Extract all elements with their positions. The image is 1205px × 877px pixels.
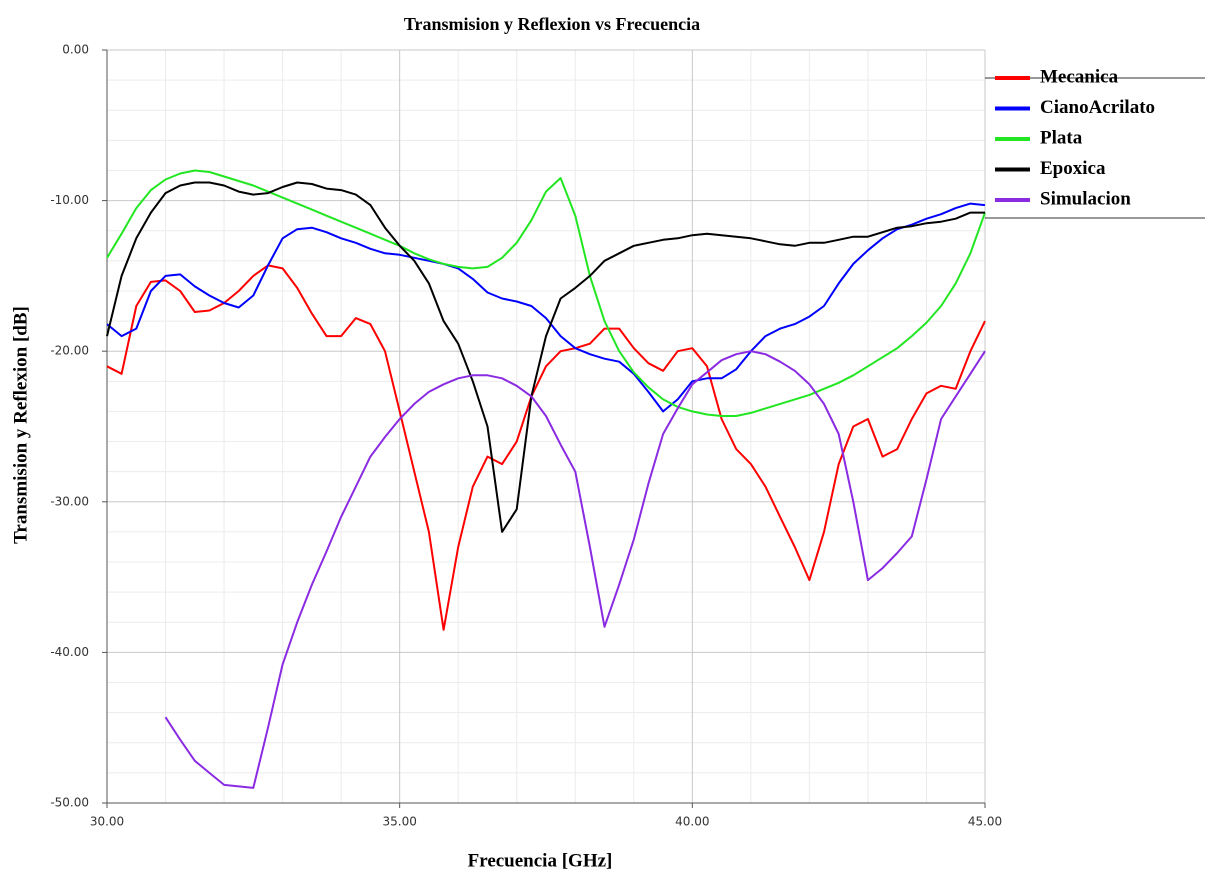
y-tick-label: 0.00 xyxy=(62,43,89,57)
x-axis-label: Frecuencia [GHz] xyxy=(468,850,613,871)
series-line xyxy=(106,169,986,417)
legend-label: Plata xyxy=(1040,127,1083,148)
y-tick-label: -50.00 xyxy=(50,796,89,810)
series-line xyxy=(106,181,985,533)
y-tick-label: -30.00 xyxy=(50,494,89,508)
series-line xyxy=(106,264,986,631)
x-tick-label: 35.00 xyxy=(382,815,416,829)
y-axis-label: Transmision y Reflexion [dB] xyxy=(10,306,31,544)
x-tick-label: 30.00 xyxy=(90,815,124,829)
x-tick-label: 45.00 xyxy=(968,815,1002,829)
series-line xyxy=(106,202,986,413)
series-line xyxy=(164,350,986,789)
legend-label: Simulacion xyxy=(1040,188,1131,209)
legend-label: Mecanica xyxy=(1040,66,1119,87)
y-tick-label: -10.00 xyxy=(50,193,89,207)
y-tick-label: -20.00 xyxy=(50,344,89,358)
legend-label: CianoAcrilato xyxy=(1040,97,1155,118)
legend-label: Epoxica xyxy=(1040,158,1106,179)
y-tick-label: -40.00 xyxy=(50,645,89,659)
x-tick-label: 40.00 xyxy=(675,815,709,829)
chart-title: Transmision y Reflexion vs Frecuencia xyxy=(404,14,700,34)
